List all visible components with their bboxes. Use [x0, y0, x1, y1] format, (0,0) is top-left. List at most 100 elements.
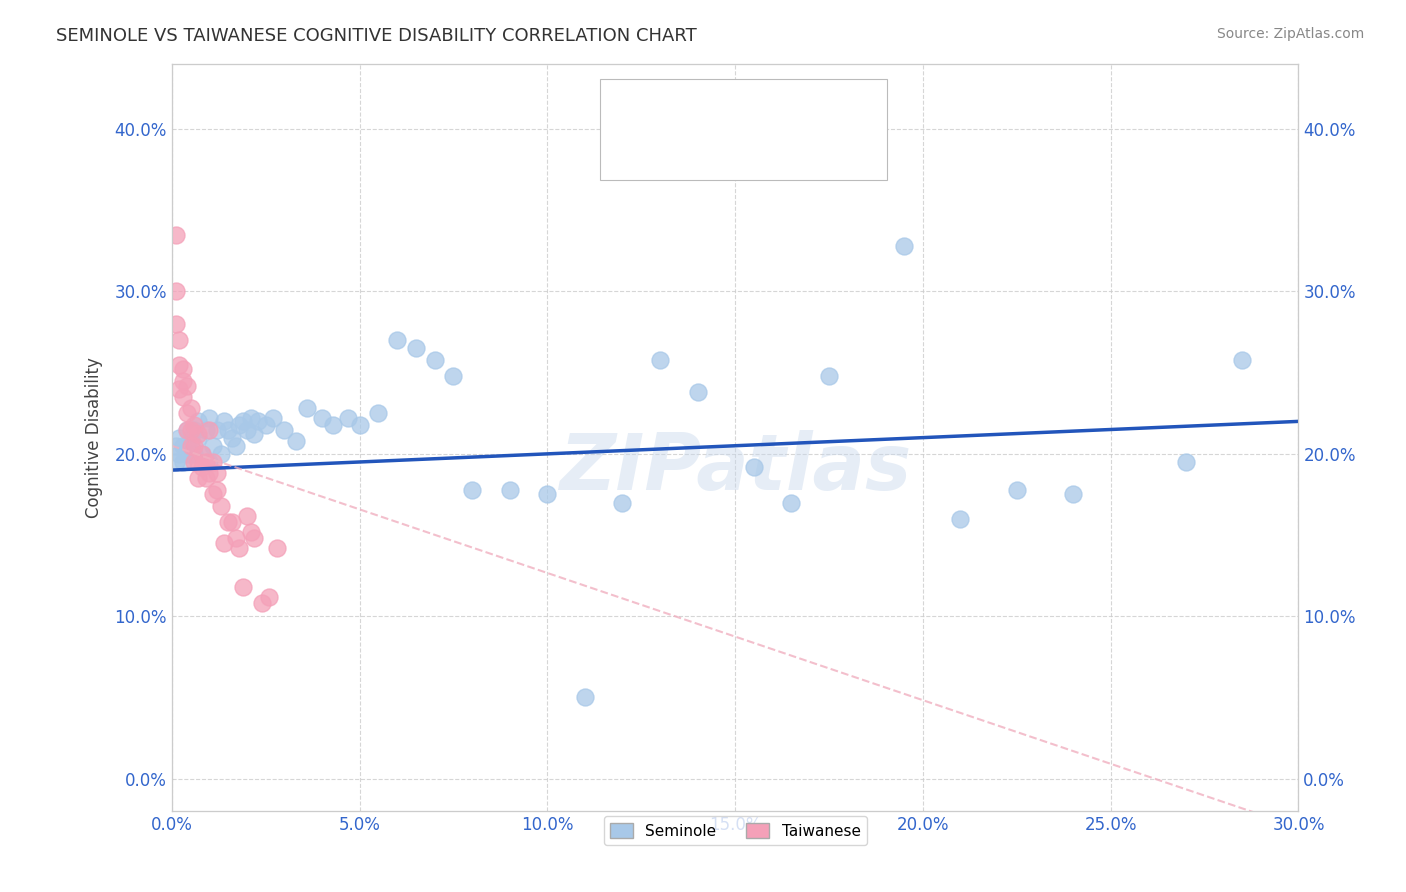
Point [183, 423, 205, 437]
Point [187, 431, 209, 445]
Point [266, 541, 288, 555]
Point [461, 483, 484, 497]
Point [239, 411, 262, 425]
Point [214, 536, 236, 550]
Point [180, 447, 202, 461]
Point [191, 447, 214, 461]
Point [217, 515, 239, 529]
Point [536, 487, 558, 501]
Point [247, 414, 270, 428]
Point [574, 690, 596, 705]
Point [686, 385, 709, 400]
Point [176, 378, 198, 392]
Legend: Seminole, Taiwanese: Seminole, Taiwanese [603, 816, 866, 845]
Point [443, 368, 465, 383]
Point [165, 317, 187, 331]
Text: ZIPatlas: ZIPatlas [560, 430, 911, 506]
Point [187, 427, 209, 442]
Point [169, 382, 191, 396]
Point [311, 411, 333, 425]
Point [284, 434, 307, 448]
Point [259, 590, 281, 604]
Point [180, 401, 202, 416]
Point [214, 414, 236, 428]
Point [225, 439, 247, 453]
Point [198, 423, 221, 437]
Point [169, 431, 191, 445]
Point [239, 524, 262, 539]
Point [180, 439, 202, 453]
Point [202, 455, 225, 469]
Point [191, 459, 214, 474]
Point [172, 439, 194, 453]
Point [1062, 487, 1084, 501]
Point [176, 406, 198, 420]
Point [648, 352, 671, 367]
Point [205, 467, 228, 481]
Point [405, 341, 427, 355]
Point [194, 455, 217, 469]
Point [198, 411, 221, 425]
Point [172, 390, 194, 404]
Point [187, 414, 209, 428]
Point [209, 447, 232, 461]
Point [165, 439, 187, 453]
Point [205, 483, 228, 497]
Point [236, 508, 259, 523]
Point [228, 541, 250, 555]
Point [367, 406, 389, 420]
Point [295, 401, 318, 416]
Text: Source: ZipAtlas.com: Source: ZipAtlas.com [1216, 27, 1364, 41]
Point [225, 531, 247, 545]
Point [183, 447, 205, 461]
Point [423, 352, 446, 367]
Point [780, 495, 803, 509]
Point [349, 417, 371, 432]
Point [205, 423, 228, 437]
Point [169, 333, 191, 347]
Point [194, 423, 217, 437]
Point [191, 447, 214, 461]
Point [180, 423, 202, 437]
Point [202, 439, 225, 453]
Point [254, 417, 277, 432]
Point [172, 362, 194, 376]
Point [172, 455, 194, 469]
Point [217, 423, 239, 437]
Point [209, 499, 232, 513]
Point [165, 455, 187, 469]
Point [187, 471, 209, 485]
Point [202, 487, 225, 501]
Point [172, 374, 194, 388]
Point [183, 439, 205, 453]
Point [243, 531, 266, 545]
Point [180, 431, 202, 445]
Point [228, 417, 250, 432]
Point [165, 285, 187, 299]
Point [612, 495, 634, 509]
Point [337, 411, 360, 425]
Point [818, 368, 841, 383]
Text: SEMINOLE VS TAIWANESE COGNITIVE DISABILITY CORRELATION CHART: SEMINOLE VS TAIWANESE COGNITIVE DISABILI… [56, 27, 697, 45]
Point [385, 333, 408, 347]
Point [949, 512, 972, 526]
Point [176, 447, 198, 461]
Point [176, 423, 198, 437]
Point [236, 423, 259, 437]
Point [499, 483, 522, 497]
Point [232, 414, 254, 428]
Point [198, 455, 221, 469]
Point [169, 358, 191, 372]
Point [194, 471, 217, 485]
Point [243, 427, 266, 442]
Y-axis label: Cognitive Disability: Cognitive Disability [86, 357, 103, 518]
Point [183, 455, 205, 469]
Point [176, 423, 198, 437]
Point [322, 417, 344, 432]
Point [1230, 352, 1253, 367]
Point [187, 455, 209, 469]
Point [262, 411, 284, 425]
Point [273, 423, 295, 437]
Point [1174, 455, 1197, 469]
Point [221, 515, 243, 529]
